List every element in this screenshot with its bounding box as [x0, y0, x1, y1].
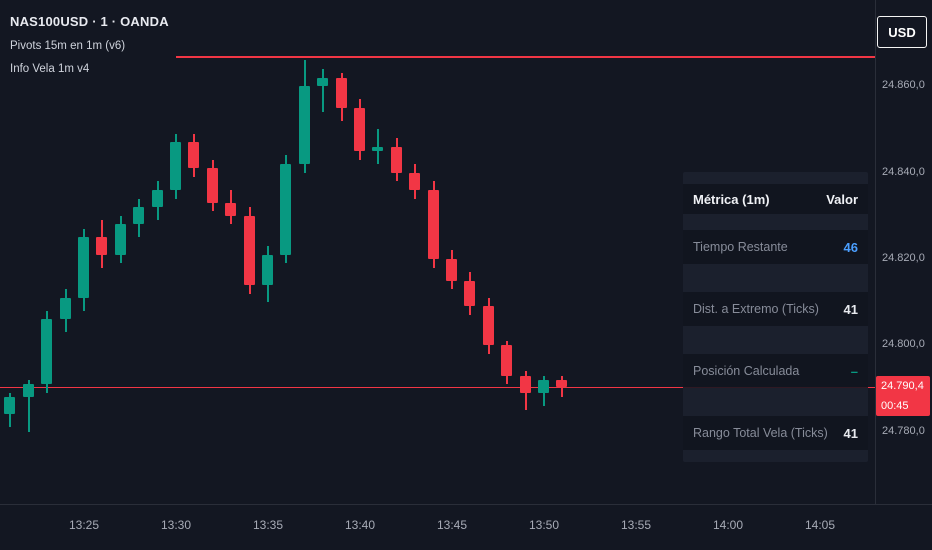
metric-row: Tiempo Restante 46	[683, 230, 868, 264]
metric-value: –	[850, 363, 858, 379]
time-axis-label: 13:50	[528, 518, 560, 532]
candle-up	[538, 380, 549, 393]
metrics-panel-header: Métrica (1m) Valor	[683, 184, 868, 214]
candle-countdown: 00:45	[881, 400, 909, 412]
candle-down	[446, 259, 457, 281]
candle-down	[336, 78, 347, 108]
candle-up	[133, 207, 144, 224]
candle-down	[464, 281, 475, 306]
candle-up	[115, 224, 126, 255]
chart-legend: NAS100USD · 1 · OANDA Pivots 15m en 1m (…	[10, 14, 169, 75]
price-axis-label: 24.800,0	[882, 338, 925, 350]
metric-value: 41	[843, 301, 858, 317]
time-axis-label: 13:45	[436, 518, 468, 532]
candle-down	[520, 376, 531, 393]
candle-down	[483, 306, 494, 345]
candle-down	[501, 345, 512, 376]
current-price-value: 24.790,4	[881, 380, 924, 392]
time-axis-label: 13:25	[68, 518, 100, 532]
price-axis-label: 24.840,0	[882, 166, 925, 178]
metrics-panel: Métrica (1m) Valor Tiempo Restante 46 Dist…	[683, 172, 868, 462]
price-axis-label: 24.860,0	[882, 79, 925, 91]
price-axis-label: 24.820,0	[882, 252, 925, 264]
metric-label: Tiempo Restante	[693, 240, 788, 254]
current-price-line	[0, 387, 876, 388]
metrics-value-header: Valor	[826, 191, 858, 207]
metric-value: 41	[843, 425, 858, 441]
candle-up	[152, 190, 163, 207]
candle-wick	[377, 129, 379, 164]
time-axis-label: 13:35	[252, 518, 284, 532]
candle-down	[188, 142, 199, 168]
time-axis-label: 14:00	[712, 518, 744, 532]
time-axis-label: 13:30	[160, 518, 192, 532]
metric-value: 46	[843, 239, 858, 255]
candle-down	[556, 380, 567, 387]
candlestick-series	[4, 60, 567, 432]
candle-down	[207, 168, 218, 203]
candle-up	[78, 237, 89, 298]
candle-down	[96, 237, 107, 255]
metric-label: Dist. a Extremo (Ticks)	[693, 302, 819, 316]
pivot-resistance-line	[176, 56, 876, 58]
price-axis[interactable]: USD 24.790,4 00:45 24.860,0 24.840,0 24.82…	[875, 0, 932, 505]
indicator-label-info-vela[interactable]: Info Vela 1m v4	[10, 63, 90, 75]
time-axis-label: 13:55	[620, 518, 652, 532]
candle-down	[428, 190, 439, 259]
candle-down	[225, 203, 236, 216]
candle-down	[391, 147, 402, 173]
time-axis[interactable]: 13:25 13:30 13:35 13:40 13:45 13:50 13:55 14:00…	[0, 504, 932, 550]
candle-wick	[322, 69, 324, 112]
current-price-badge: 24.790,4 00:45	[876, 376, 930, 416]
candle-up	[41, 319, 52, 384]
candle-up	[60, 298, 71, 319]
candle-wick	[28, 380, 30, 432]
metric-row: Dist. a Extremo (Ticks) 41	[683, 292, 868, 326]
candle-up	[372, 147, 383, 151]
candle-down	[354, 108, 365, 151]
candle-up	[317, 78, 328, 86]
indicator-label-pivots[interactable]: Pivots 15m en 1m (v6)	[10, 40, 126, 52]
metric-row: Rango Total Vela (Ticks) 41	[683, 416, 868, 450]
candle-up	[299, 86, 310, 164]
metrics-rows: Tiempo Restante 46 Dist. a Extremo (Ticks)…	[683, 230, 868, 450]
metric-row: Posición Calculada –	[683, 354, 868, 388]
candle-up	[280, 164, 291, 255]
symbol-title[interactable]: NAS100USD · 1 · OANDA	[10, 14, 169, 29]
candle-down	[244, 216, 255, 285]
metric-label: Posición Calculada	[693, 364, 800, 378]
candle-up	[4, 397, 15, 414]
candle-down	[409, 173, 420, 190]
price-axis-label: 24.780,0	[882, 425, 925, 437]
candle-up	[23, 384, 34, 397]
candle-up	[262, 255, 273, 285]
time-axis-label: 13:40	[344, 518, 376, 532]
time-axis-label: 14:05	[804, 518, 836, 532]
currency-button[interactable]: USD	[877, 16, 927, 48]
metrics-title: Métrica (1m)	[693, 191, 770, 207]
metric-label: Rango Total Vela (Ticks)	[693, 426, 828, 440]
candle-up	[170, 142, 181, 190]
chart-canvas[interactable]	[0, 0, 876, 505]
